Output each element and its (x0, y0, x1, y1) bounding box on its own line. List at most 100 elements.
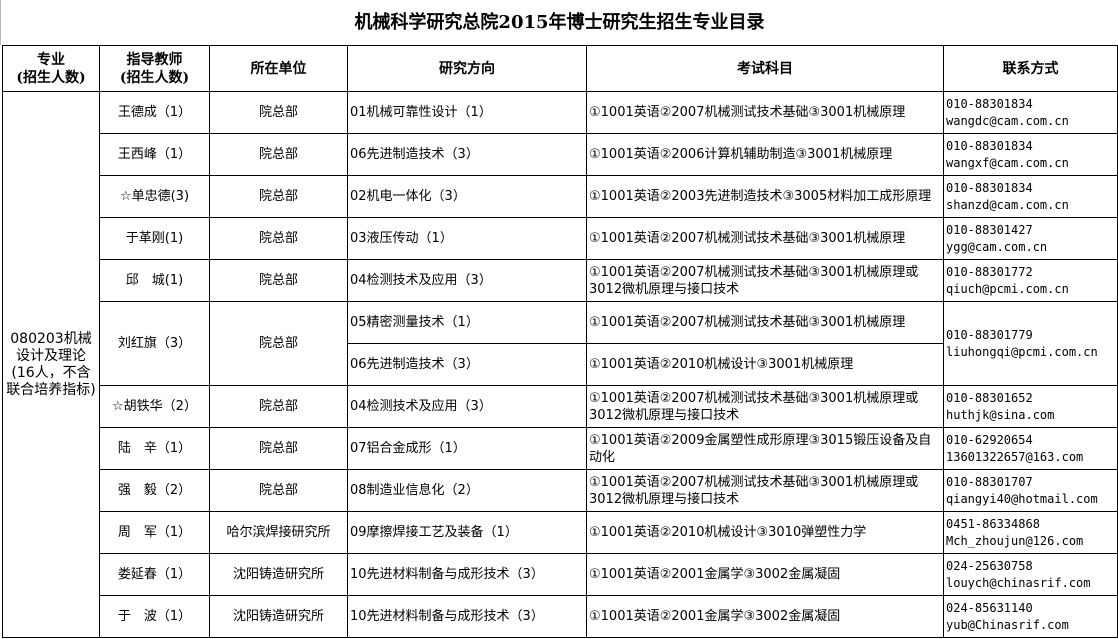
header-major: 专业 (招生人数) (2, 45, 100, 92)
contact-phone: 010-88301427 (946, 222, 1033, 237)
direction-cell: 10先进材料制备与成形技术（3） (347, 553, 587, 596)
direction-cell: 06先进制造技术（3） (347, 133, 587, 176)
contact-cell: 010-88301834 wangxf@cam.com.cn (943, 133, 1118, 176)
exam-cell: ①1001英语②2006计算机辅助制造③3001机械原理 (586, 133, 944, 176)
unit-cell: 院总部 (209, 91, 348, 134)
direction-cell: 06先进制造技术（3） (347, 343, 587, 386)
contact-cell: 010-88301427 ygg@cam.com.cn (943, 217, 1118, 260)
direction-cell: 10先进材料制备与成形技术（3） (347, 595, 587, 638)
exam-cell: ①1001英语②2007机械测试技术基础③3001机械原理 (586, 301, 944, 344)
direction-cell: 02机电一体化（3） (347, 175, 587, 218)
unit-cell: 院总部 (209, 469, 348, 512)
contact-email[interactable]: qiangyi40@hotmail.com (946, 491, 1098, 506)
direction-cell: 04检测技术及应用（3） (347, 259, 587, 302)
advisor-cell: ☆单忠德(3) (99, 175, 210, 218)
contact-phone: 010-88301652 (946, 390, 1033, 405)
header-major-line1: 专业 (37, 51, 65, 68)
advisor-cell: 刘红旗（3） (99, 301, 210, 386)
contact-cell: 010-62920654 13601322657@163.com (943, 427, 1118, 470)
contact-phone: 010-88301779 (946, 327, 1033, 342)
header-direction: 研究方向 (347, 45, 587, 92)
unit-cell: 院总部 (209, 385, 348, 428)
exam-cell: ①1001英语②2007机械测试技术基础③3001机械原理或3012微机原理与接… (586, 385, 944, 428)
table-row: 周 军（1） 哈尔滨焊接研究所 09摩擦焊接工艺及装备（1） ①1001英语②2010… (3, 511, 1118, 554)
contact-email[interactable]: shanzd@cam.com.cn (946, 197, 1069, 212)
advisor-cell: 娄延春（1） (99, 553, 210, 596)
direction-cell: 05精密测量技术（1） (347, 301, 587, 344)
exam-cell: ①1001英语②2001金属学③3002金属凝固 (586, 595, 944, 638)
exam-cell: ①1001英语②2010机械设计③3001机械原理 (586, 343, 944, 386)
advisor-cell: 强 毅（2） (99, 469, 210, 512)
contact-cell: 024-25630758 louych@chinasrif.com (943, 553, 1118, 596)
header-exam: 考试科目 (586, 45, 944, 92)
major-cell: 080203机械设计及理论(16人，不含联合培养指标) (2, 91, 100, 638)
unit-cell: 院总部 (209, 427, 348, 470)
contact-cell: 0451-86334868 Mch_zhoujun@126.com (943, 511, 1118, 554)
exam-cell: ①1001英语②2003先进制造技术③3005材料加工成形原理 (586, 175, 944, 218)
table-row: 陆 辛（1） 院总部 07铝合金成形（1） ①1001英语②2009金属塑性成形原理③… (3, 427, 1118, 470)
table-row: 刘红旗（3） 院总部 05精密测量技术（1） ①1001英语②2007机械测试技术基础… (3, 301, 1118, 386)
contact-cell: 010-88301779 liuhongqi@pcmi.com.cn (943, 301, 1118, 386)
direction-cell: 01机械可靠性设计（1） (347, 91, 587, 134)
contact-email[interactable]: ygg@cam.com.cn (946, 239, 1048, 254)
table-row: 娄延春（1） 沈阳铸造研究所 10先进材料制备与成形技术（3） ①1001英语②200… (3, 553, 1118, 596)
unit-cell: 院总部 (209, 301, 348, 386)
page-title: 机械科学研究总院2015年博士研究生招生专业目录 (0, 0, 1118, 45)
contact-phone: 010-62920654 (946, 432, 1033, 447)
exam-cell: ①1001英语②2007机械测试技术基础③3001机械原理或3012微机原理与接… (586, 259, 944, 302)
unit-cell: 院总部 (209, 133, 348, 176)
catalog-table: 专业 (招生人数) 指导教师 (招生人数) 所在单位 研究方向 考试科目 联系方式 … (2, 45, 1118, 638)
table-row: 于 波（1） 沈阳铸造研究所 10先进材料制备与成形技术（3） ①1001英语②200… (3, 595, 1118, 638)
advisor-cell: 陆 辛（1） (99, 427, 210, 470)
contact-phone: 010-88301707 (946, 474, 1033, 489)
unit-cell: 沈阳铸造研究所 (209, 595, 348, 638)
advisor-cell: 王德成（1） (99, 91, 210, 134)
unit-cell: 院总部 (209, 217, 348, 260)
direction-cell: 08制造业信息化（2） (347, 469, 587, 512)
contact-phone: 024-25630758 (946, 558, 1033, 573)
contact-cell: 024-85631140 yub@Chinasrif.com (943, 595, 1118, 638)
advisor-cell: 于 波（1） (99, 595, 210, 638)
header-row: 专业 (招生人数) 指导教师 (招生人数) 所在单位 研究方向 考试科目 联系方式 (2, 45, 1118, 92)
advisor-cell: 于革刚(1) (99, 217, 210, 260)
header-advisor-line2: (招生人数) (119, 69, 190, 86)
contact-email[interactable]: liuhongqi@pcmi.com.cn (946, 344, 1098, 359)
unit-cell: 沈阳铸造研究所 (209, 553, 348, 596)
unit-cell: 哈尔滨焊接研究所 (209, 511, 348, 554)
exam-cell: ①1001英语②2007机械测试技术基础③3001机械原理或3012微机原理与接… (586, 469, 944, 512)
table-row: 06先进制造技术（3） ①1001英语②2010机械设计③3001机械原理 (3, 343, 1118, 386)
header-advisor: 指导教师 (招生人数) (99, 45, 210, 92)
contact-phone: 010-88301834 (946, 180, 1033, 195)
exam-cell: ①1001英语②2010机械设计③3010弹塑性力学 (586, 511, 944, 554)
contact-email[interactable]: wangxf@cam.com.cn (946, 155, 1069, 170)
contact-email[interactable]: Mch_zhoujun@126.com (946, 533, 1084, 548)
contact-cell: 010-88301834 shanzd@cam.com.cn (943, 175, 1118, 218)
exam-cell: ①1001英语②2009金属塑性成形原理③3015锻压设备及自动化 (586, 427, 944, 470)
contact-phone: 024-85631140 (946, 600, 1033, 615)
exam-cell: ①1001英语②2007机械测试技术基础③3001机械原理 (586, 91, 944, 134)
table-row: ☆单忠德(3) 院总部 02机电一体化（3） ①1001英语②2003先进制造技术③3… (3, 175, 1118, 218)
contact-email[interactable]: huthjk@sina.com (946, 407, 1055, 422)
table-row: 王西峰（1） 院总部 06先进制造技术（3） ①1001英语②2006计算机辅助制造③… (3, 133, 1118, 176)
contact-email[interactable]: qiuch@pcmi.com.cn (946, 281, 1069, 296)
contact-email[interactable]: 13601322657@163.com (946, 449, 1084, 464)
contact-cell: 010-88301652 huthjk@sina.com (943, 385, 1118, 428)
header-major-line2: (招生人数) (16, 69, 86, 86)
direction-cell: 07铝合金成形（1） (347, 427, 587, 470)
table-row: 邱 城(1) 院总部 04检测技术及应用（3） ①1001英语②2007机械测试技术基… (3, 259, 1118, 302)
table-row: 080203机械设计及理论(16人，不含联合培养指标) 王德成（1） 院总部 01机械… (2, 91, 1118, 638)
contact-email[interactable]: yub@Chinasrif.com (946, 617, 1069, 632)
contact-phone: 010-88301834 (946, 96, 1033, 111)
unit-cell: 院总部 (209, 175, 348, 218)
contact-cell: 010-88301772 qiuch@pcmi.com.cn (943, 259, 1118, 302)
contact-phone: 010-88301772 (946, 264, 1033, 279)
advisor-cell: 周 军（1） (99, 511, 210, 554)
advisor-cell: 王西峰（1） (99, 133, 210, 176)
table-row: ☆胡铁华（2） 院总部 04检测技术及应用（3） ①1001英语②2007机械测试技术… (3, 385, 1118, 428)
contact-email[interactable]: louych@chinasrif.com (946, 575, 1091, 590)
exam-cell: ①1001英语②2001金属学③3002金属凝固 (586, 553, 944, 596)
contact-email[interactable]: wangdc@cam.com.cn (946, 113, 1069, 128)
unit-cell: 院总部 (209, 259, 348, 302)
header-contact: 联系方式 (943, 45, 1118, 92)
contact-phone: 010-88301834 (946, 138, 1033, 153)
